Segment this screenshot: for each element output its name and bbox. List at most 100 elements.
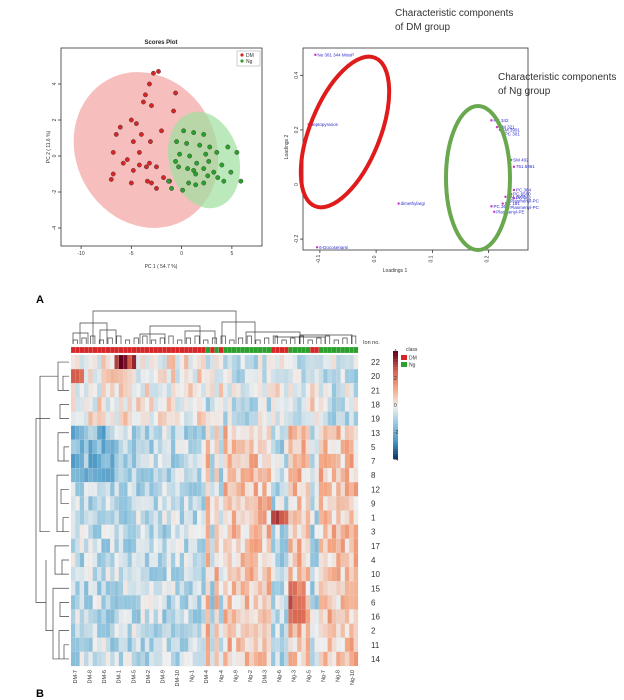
class-cell (110, 346, 115, 354)
heatmap-cell (227, 397, 233, 412)
heatmap-cell (262, 369, 267, 384)
class-cell (349, 346, 354, 354)
heatmap-cell (288, 552, 293, 568)
heatmap-cell (75, 468, 80, 483)
heatmap-cell (79, 609, 85, 624)
heatmap-cell (323, 651, 328, 667)
heatmap-cell (184, 496, 189, 511)
heatmap-cell (179, 411, 185, 426)
score-point-ng (191, 130, 197, 136)
heatmap-cell (101, 496, 106, 511)
heatmap-cell (218, 651, 224, 667)
heatmap-cell (253, 383, 259, 398)
class-cell (353, 346, 359, 354)
heatmap-cell (279, 581, 285, 596)
heatmap-cell (197, 496, 202, 511)
heatmap-cell (297, 468, 302, 483)
scale-bar-segment (393, 353, 398, 357)
dendrogram-branch (299, 334, 353, 344)
heatmap-cell (236, 411, 241, 426)
heatmap-cell (170, 595, 176, 610)
class-cell (249, 346, 254, 354)
heatmap-cell (210, 354, 215, 370)
loadings-ytick-label: 0 (294, 183, 300, 186)
scores-xtick-label: -5 (129, 251, 134, 257)
heatmap-cell (288, 453, 293, 469)
heatmap-cell (97, 566, 102, 582)
heatmap-cell (118, 651, 124, 667)
heatmap-cell (131, 552, 137, 568)
class-cell (70, 346, 76, 354)
heatmap-cell (327, 496, 333, 511)
heatmap-cell (166, 609, 172, 624)
heatmap-cell (192, 453, 198, 469)
heatmap-cell (310, 496, 315, 511)
heatmap-cell (136, 468, 141, 483)
heatmap-cell (175, 482, 180, 497)
class-cell (227, 346, 233, 354)
heatmap-cell (192, 581, 198, 596)
heatmap-cell (336, 383, 341, 398)
heatmap-cell (244, 581, 250, 596)
class-cell (162, 346, 167, 354)
heatmap-cell (340, 581, 346, 596)
score-point-dm (144, 164, 149, 170)
heatmap-cell (284, 566, 289, 582)
heatmap-cell (257, 482, 263, 497)
heatmap-cell (179, 524, 185, 539)
heatmap-column-label: Ng-8 (335, 670, 341, 682)
heatmap-cell (231, 425, 237, 440)
heatmap-cell (144, 496, 150, 511)
heatmap-cell (140, 566, 146, 582)
heatmap-cell (153, 637, 159, 652)
heatmap-cell (127, 354, 132, 370)
heatmap-cell (166, 453, 172, 469)
heatmap-cell (231, 510, 237, 525)
dm-highlight-circle (298, 54, 392, 210)
class-cell (305, 346, 311, 354)
heatmap-cell (257, 453, 263, 469)
heatmap-cell (75, 354, 80, 370)
heatmap-cell (97, 468, 102, 483)
heatmap-cell (131, 651, 137, 667)
heatmap-cell (240, 354, 246, 370)
heatmap-cell (83, 566, 89, 582)
heatmap-cell (257, 651, 263, 667)
heatmap-cell (210, 397, 215, 412)
dendrogram-branch (72, 332, 89, 344)
scale-bar-segment (393, 410, 398, 414)
heatmap-cell (327, 482, 333, 497)
heatmap-cell (301, 637, 306, 652)
heatmap-cell (253, 468, 259, 483)
heatmap-cell (279, 468, 285, 483)
heatmap-cell (157, 651, 163, 667)
heatmap-cell (249, 468, 254, 483)
heatmap-row-label: 6 (371, 598, 376, 607)
heatmap-cell (323, 425, 328, 440)
heatmap-cell (244, 651, 250, 667)
heatmap-cell (153, 383, 159, 398)
heatmap-cell (162, 397, 167, 412)
heatmap-cell (344, 411, 350, 426)
heatmap-cell (179, 354, 185, 370)
heatmap-cell (231, 524, 237, 539)
heatmap-cell (244, 482, 250, 497)
heatmap-cell (297, 524, 302, 539)
dendrogram-branch (125, 339, 131, 344)
heatmap-cell (279, 496, 285, 511)
class-cell (144, 346, 150, 354)
heatmap-cell (240, 383, 246, 398)
heatmap-cell (262, 651, 267, 667)
heatmap-cell (166, 411, 172, 426)
heatmap-cell (257, 581, 263, 596)
heatmap-cell (231, 595, 237, 610)
heatmap-cell (70, 581, 76, 596)
heatmap-cell (197, 482, 202, 497)
heatmap-cell (331, 482, 337, 497)
heatmap-cell (153, 439, 159, 455)
heatmap-cell (70, 383, 76, 398)
score-point-dm (154, 185, 159, 191)
heatmap-cell (149, 397, 154, 412)
dendrogram-branch (221, 321, 256, 344)
heatmap-cell (327, 524, 333, 539)
